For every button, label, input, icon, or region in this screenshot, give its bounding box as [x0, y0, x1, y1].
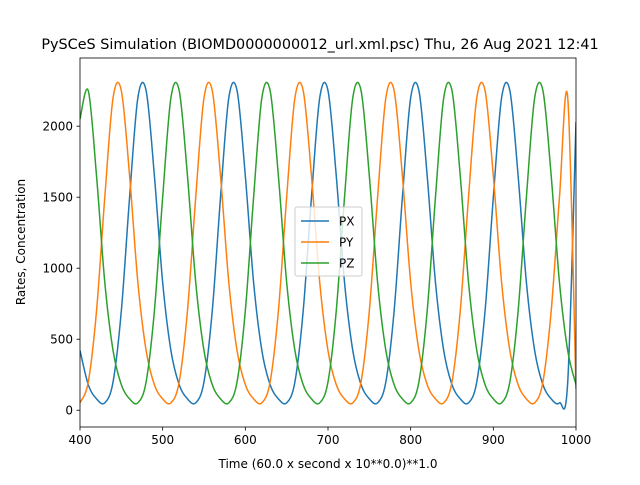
x-tick-label: 700: [317, 433, 340, 447]
y-tick-label: 1000: [42, 262, 73, 276]
x-axis: 400 500 600 700 800 900 1000: [69, 427, 592, 447]
x-tick-label: 1000: [561, 433, 592, 447]
y-axis: 0 500 1000 1500 2000: [42, 119, 80, 418]
legend-label-px: PX: [339, 214, 354, 228]
chart-title: PySCeS Simulation (BIOMD0000000012_url.x…: [41, 37, 598, 53]
legend: PX PY PZ: [294, 206, 363, 277]
y-tick-label: 1500: [42, 190, 73, 204]
x-tick-label: 400: [69, 433, 92, 447]
x-tick-label: 500: [151, 433, 174, 447]
y-axis-label: Rates, Concentration: [14, 179, 28, 305]
y-tick-label: 0: [65, 404, 73, 418]
x-tick-label: 800: [399, 433, 422, 447]
series-line-px: [80, 81, 576, 410]
legend-label-pz: PZ: [339, 256, 354, 270]
y-tick-label: 500: [50, 333, 73, 347]
x-tick-label: 900: [482, 433, 505, 447]
legend-label-py: PY: [339, 235, 354, 249]
x-tick-label: 600: [234, 433, 257, 447]
x-axis-label: Time (60.0 x second x 10**0.0)**1.0: [218, 457, 438, 471]
series-line-pz: [80, 81, 576, 405]
plot-layer: [80, 81, 576, 410]
y-tick-label: 2000: [42, 119, 73, 133]
